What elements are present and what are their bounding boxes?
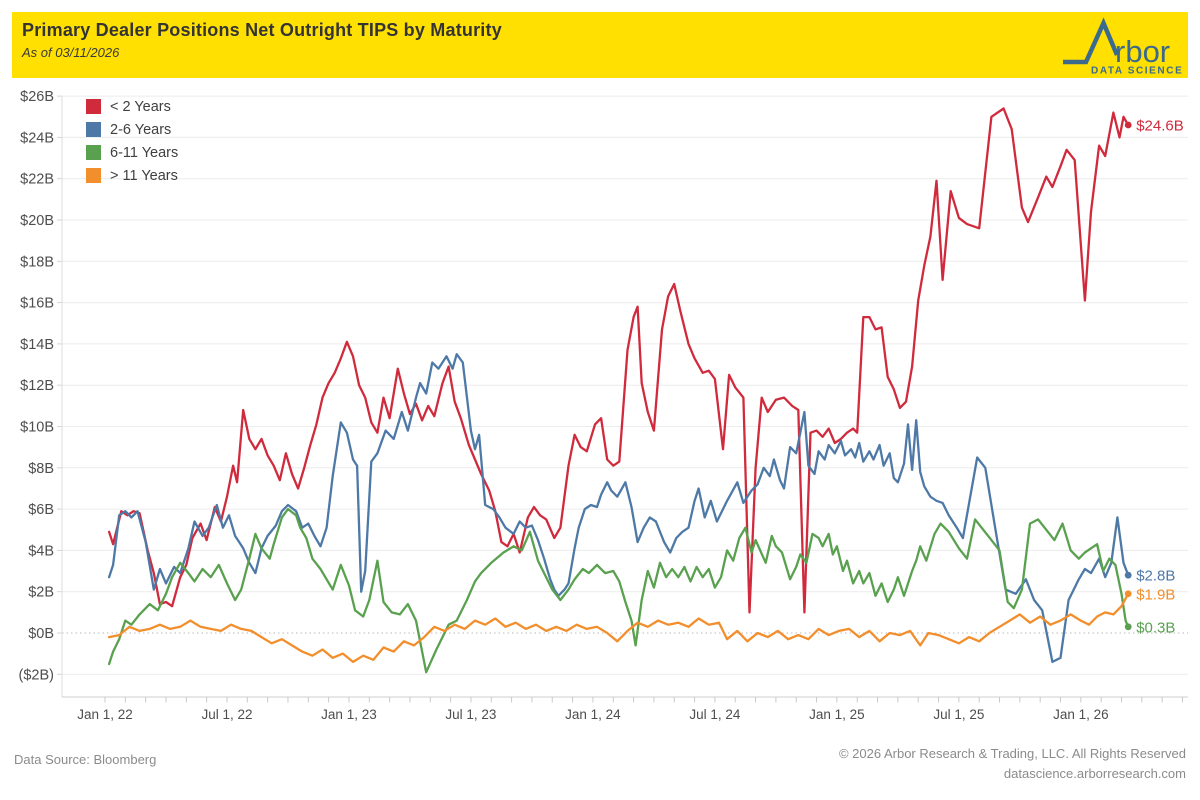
- legend-label: > 11 Years: [110, 167, 178, 184]
- legend-swatch-2-years: [86, 99, 101, 114]
- y-axis-label: $2B: [28, 585, 54, 601]
- chart-legend: < 2 Years 2-6 Years 6-11 Years > 11 Years: [86, 95, 178, 187]
- legend-swatch-11-years: [86, 168, 101, 183]
- series-line-2-6-years[interactable]: [107, 353, 1130, 664]
- x-axis-label: Jan 1, 24: [565, 707, 621, 722]
- y-axis-label: $16B: [20, 296, 54, 312]
- logo-wordmark: rbor: [1115, 34, 1170, 69]
- series-end-label-2-years: $24.6B: [1136, 118, 1184, 135]
- y-axis-label: ($2B): [19, 667, 54, 683]
- x-axis-label: Jul 1, 24: [689, 707, 741, 722]
- y-axis-label: $24B: [20, 130, 54, 146]
- x-axis-label: Jul 1, 22: [201, 707, 252, 722]
- series-line-6-11-years[interactable]: [107, 507, 1130, 674]
- y-axis-label: $22B: [20, 172, 54, 188]
- y-axis-label: $18B: [20, 254, 54, 270]
- y-axis-label: $8B: [28, 461, 54, 477]
- y-axis-label: $10B: [20, 420, 54, 436]
- series-end-dot-2-6-years[interactable]: [1124, 571, 1132, 579]
- arbor-data-science-logo: rbor DATA SCIENCE: [1063, 17, 1182, 77]
- series-end-label-11-years: $1.9B: [1136, 586, 1175, 603]
- series-end-dot-2-years[interactable]: [1124, 121, 1132, 129]
- legend-label: < 2 Years: [110, 98, 171, 115]
- copyright-line: © 2026 Arbor Research & Trading, LLC. Al…: [838, 746, 1186, 761]
- x-axis-label: Jan 1, 22: [77, 707, 133, 722]
- legend-swatch-2-6-years: [86, 122, 101, 137]
- title-banner: Primary Dealer Positions Net Outright TI…: [12, 12, 1188, 78]
- series-line-11-years[interactable]: [107, 592, 1130, 664]
- y-axis-label: $14B: [20, 337, 54, 353]
- series-end-label-6-11-years: $0.3B: [1136, 619, 1175, 636]
- series-end-label-2-6-years: $2.8B: [1136, 568, 1175, 585]
- y-axis-label: $6B: [28, 502, 54, 518]
- legend-label: 2-6 Years: [110, 121, 172, 138]
- series-end-dot-6-11-years[interactable]: [1124, 623, 1132, 631]
- legend-item-2-6-years[interactable]: 2-6 Years: [86, 118, 178, 141]
- as-of-date: As of 03/11/2026: [22, 45, 120, 60]
- series-end-dot-11-years[interactable]: [1124, 590, 1132, 598]
- data-source-note: Data Source: Bloomberg: [14, 752, 157, 767]
- logo-peak-icon: [1063, 17, 1120, 65]
- y-axis-label: $26B: [20, 89, 54, 105]
- x-axis-label: Jan 1, 23: [321, 707, 377, 722]
- y-axis-label: $12B: [20, 378, 54, 394]
- legend-swatch-6-11-years: [86, 145, 101, 160]
- legend-item-11-years[interactable]: > 11 Years: [86, 164, 178, 187]
- website-link[interactable]: datascience.arborresearch.com: [1003, 766, 1186, 781]
- x-axis-label: Jan 1, 26: [1053, 707, 1109, 722]
- legend-label: 6-11 Years: [110, 144, 179, 161]
- y-axis-label: $0B: [28, 626, 54, 642]
- attribution-block: © 2026 Arbor Research & Trading, LLC. Al…: [839, 744, 1186, 784]
- y-axis-label: $20B: [20, 213, 54, 229]
- legend-item-2-years[interactable]: < 2 Years: [86, 95, 178, 118]
- x-axis-label: Jul 1, 23: [445, 707, 496, 722]
- legend-item-6-11-years[interactable]: 6-11 Years: [86, 141, 178, 164]
- page-title: Primary Dealer Positions Net Outright TI…: [22, 20, 502, 40]
- x-axis-label: Jan 1, 25: [809, 707, 865, 722]
- x-axis-label: Jul 1, 25: [933, 707, 984, 722]
- logo-tagline: DATA SCIENCE: [1091, 66, 1182, 77]
- y-axis-label: $4B: [28, 543, 54, 559]
- series-line-2-years[interactable]: [107, 107, 1130, 614]
